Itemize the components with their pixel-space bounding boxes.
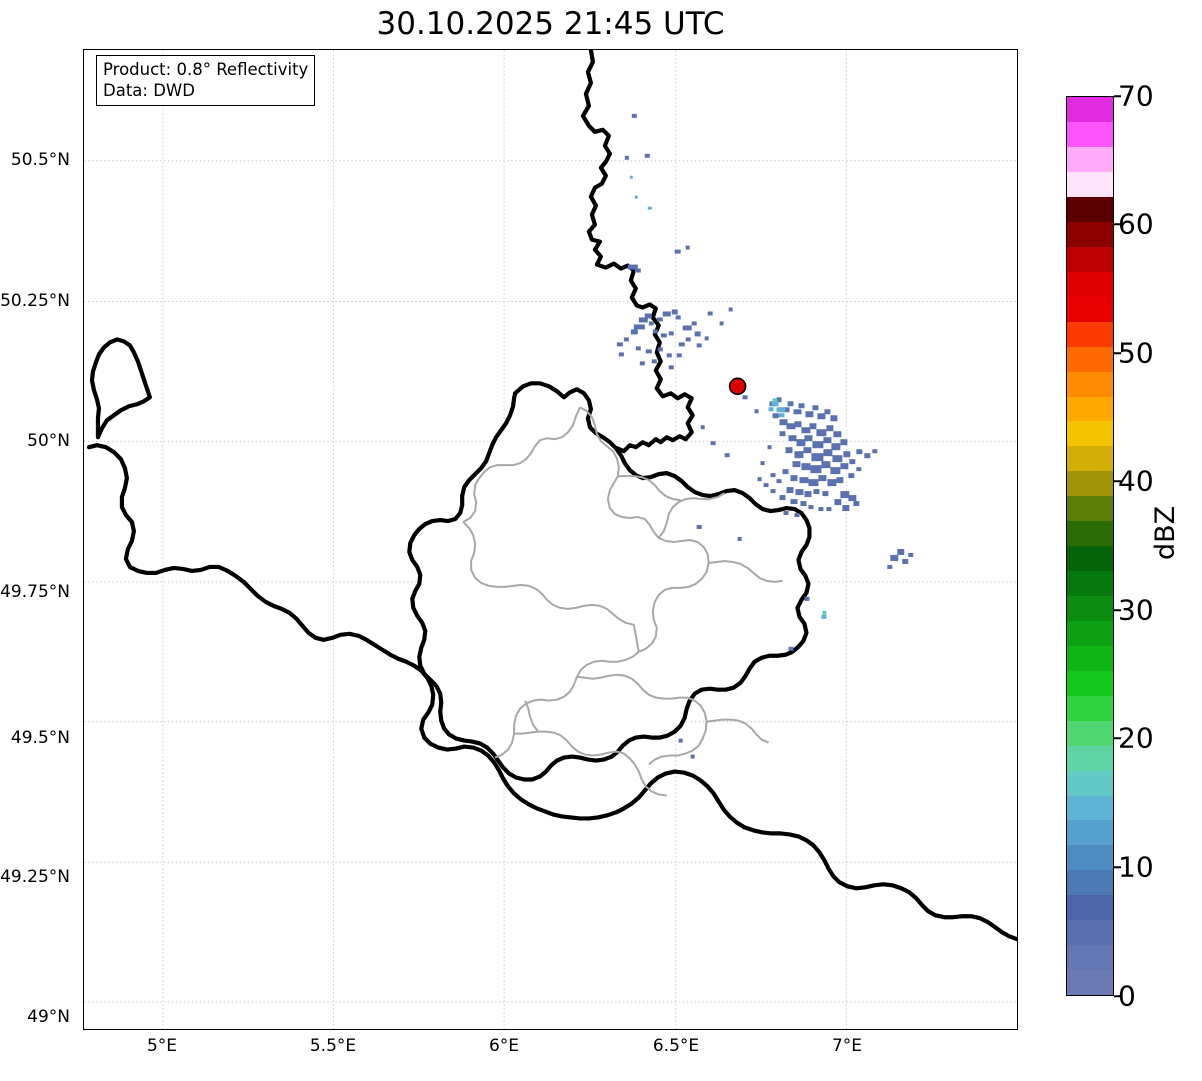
cbar-tick-40: 40 xyxy=(1118,464,1154,498)
colorbar-band-19 xyxy=(1067,496,1113,522)
colorbar-band-35 xyxy=(1067,97,1113,123)
colorbar-band-12 xyxy=(1067,670,1113,696)
lat-tick-49-25: 49.25°N xyxy=(0,867,70,887)
colorbar-band-17 xyxy=(1067,546,1113,572)
colorbar-band-26 xyxy=(1067,321,1113,347)
cbar-tick-50: 50 xyxy=(1118,336,1154,370)
colorbar-band-6 xyxy=(1067,820,1113,846)
colorbar-band-27 xyxy=(1067,296,1113,322)
colorbar-band-9 xyxy=(1067,745,1113,771)
lon-tick-5-5: 5.5°E xyxy=(309,1036,357,1056)
radar-echo-layer xyxy=(616,113,914,759)
colorbar-band-33 xyxy=(1067,147,1113,173)
lat-tick-49: 49°N xyxy=(27,1007,70,1027)
colorbar-band-32 xyxy=(1067,172,1113,197)
cbar-tick-20: 20 xyxy=(1118,721,1154,755)
colorbar-band-13 xyxy=(1067,645,1113,671)
colorbar-band-29 xyxy=(1067,246,1113,272)
colorbar-band-18 xyxy=(1067,521,1113,547)
colorbar-band-15 xyxy=(1067,596,1113,621)
colorbar-band-5 xyxy=(1067,845,1113,871)
colorbar-band-22 xyxy=(1067,421,1113,447)
luxembourg-canton-borders xyxy=(462,406,783,797)
colorbar-band-7 xyxy=(1067,795,1113,821)
colorbar-band-25 xyxy=(1067,346,1113,372)
colorbar-band-28 xyxy=(1067,271,1113,297)
lat-tick-49-75: 49.75°N xyxy=(0,582,70,602)
reflectivity-colorbar[interactable] xyxy=(1066,96,1114,996)
cbar-tick-10: 10 xyxy=(1118,850,1154,884)
radar-map-plot[interactable]: Product: 0.8° Reflectivity Data: DWD xyxy=(83,49,1018,1030)
data-source-line: Data: DWD xyxy=(103,81,195,100)
cbar-tick-60: 60 xyxy=(1118,207,1154,241)
lat-tick-50-25: 50.25°N xyxy=(0,291,70,311)
colorbar-axis-label: dBZ xyxy=(1150,505,1181,560)
colorbar-band-20 xyxy=(1067,471,1113,497)
lat-tick-49-5: 49.5°N xyxy=(10,728,70,748)
cbar-tick-70: 70 xyxy=(1118,79,1154,113)
colorbar-band-10 xyxy=(1067,720,1113,746)
colorbar-band-24 xyxy=(1067,371,1113,397)
lat-tick-50: 50°N xyxy=(27,431,70,451)
lat-tick-50-5: 50.5°N xyxy=(10,150,70,170)
lon-tick-5: 5°E xyxy=(146,1036,178,1056)
lon-tick-6-5: 6.5°E xyxy=(652,1036,700,1056)
cbar-tick-0: 0 xyxy=(1118,979,1136,1013)
page-title: 30.10.2025 21:45 UTC xyxy=(376,6,725,42)
colorbar-band-1 xyxy=(1067,945,1113,971)
lon-tick-7: 7°E xyxy=(831,1036,863,1056)
luxembourg-border xyxy=(407,381,812,782)
colorbar-band-4 xyxy=(1067,870,1113,896)
colorbar-band-2 xyxy=(1067,920,1113,946)
radar-station-marker[interactable] xyxy=(728,377,747,396)
colorbar-band-14 xyxy=(1067,620,1113,646)
lon-tick-6: 6°E xyxy=(488,1036,520,1056)
colorbar-band-3 xyxy=(1067,895,1113,921)
product-info-box: Product: 0.8° Reflectivity Data: DWD xyxy=(96,55,316,106)
colorbar-band-31 xyxy=(1067,197,1113,222)
latitude-axis: 50.5°N 50.25°N 50°N 49.75°N 49.5°N 49.25… xyxy=(0,0,78,1081)
map-canvas xyxy=(84,50,1017,1029)
colorbar-band-34 xyxy=(1067,122,1113,148)
country-borders xyxy=(86,50,1017,942)
colorbar-band-8 xyxy=(1067,770,1113,796)
colorbar-band-0 xyxy=(1067,970,1113,995)
colorbar-band-23 xyxy=(1067,396,1113,422)
colorbar-band-11 xyxy=(1067,695,1113,721)
colorbar-band-16 xyxy=(1067,571,1113,596)
cbar-tick-30: 30 xyxy=(1118,593,1154,627)
product-line: Product: 0.8° Reflectivity xyxy=(103,60,309,79)
colorbar-band-30 xyxy=(1067,221,1113,247)
colorbar-band-21 xyxy=(1067,446,1113,472)
